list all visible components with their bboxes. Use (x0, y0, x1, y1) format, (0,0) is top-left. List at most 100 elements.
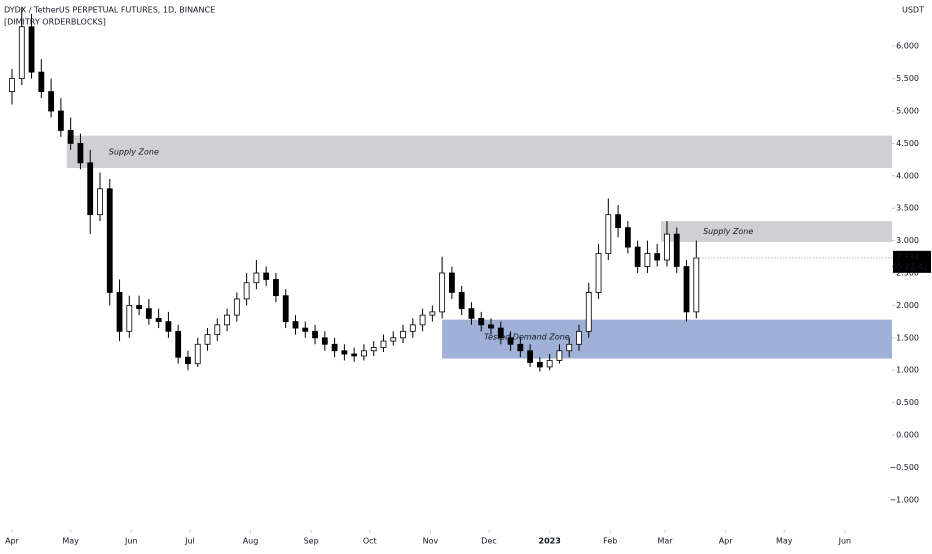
zone (66, 135, 892, 169)
candle-body (654, 253, 661, 261)
zone-label: Supply Zone (703, 227, 753, 236)
candle-body (155, 317, 162, 323)
candle-body (48, 91, 55, 112)
candle-body (165, 321, 172, 332)
chart-subtitle: [DIMITRY ORDERBLOCKS] (4, 18, 106, 27)
candle-body (126, 305, 133, 332)
candle-body (527, 350, 534, 363)
candle-body (312, 330, 318, 339)
candle-body (185, 356, 191, 365)
candle-body (458, 292, 465, 310)
y-tick-label: 3.000 (896, 236, 919, 245)
candle-body (478, 317, 485, 326)
candle-body (282, 295, 289, 323)
candle-body (566, 343, 573, 352)
candle-body (536, 362, 543, 368)
candle-body (361, 350, 367, 357)
candle-body (175, 330, 182, 358)
x-tick-label: Jul (184, 537, 195, 546)
candle-body (194, 343, 201, 365)
candle-body (67, 130, 74, 144)
y-tick-label: 2.500 (896, 269, 919, 278)
candle-body (595, 253, 602, 293)
candle-body (341, 350, 348, 355)
y-tick-label: −1.000 (889, 495, 919, 504)
candle-body (507, 337, 514, 345)
candle-body (214, 324, 221, 335)
y-tick-label: 3.500 (896, 204, 919, 213)
candle-body (243, 282, 250, 300)
y-tick-label: 6.000 (896, 42, 919, 51)
candle-body (263, 272, 270, 280)
countdown: 05:23:42 (892, 262, 928, 271)
candle-body (18, 26, 25, 80)
candle-body (136, 305, 142, 310)
x-tick-label: May (62, 537, 79, 546)
candle-body (87, 162, 94, 216)
candle-body (321, 337, 328, 345)
candle-body (409, 324, 416, 332)
zone-label: Tested Demand Zone (484, 333, 570, 342)
x-tick-label: Apr (5, 537, 20, 546)
candle-body (233, 298, 240, 316)
x-tick-label: Aug (243, 537, 259, 546)
candle-body (429, 311, 436, 316)
candle-body (9, 78, 15, 92)
x-tick-label: Oct (363, 537, 377, 546)
candle-body (253, 272, 260, 284)
y-tick-label: 0.000 (896, 431, 919, 440)
candle-body (390, 337, 397, 342)
candle-body (664, 233, 670, 261)
x-tick-label: Feb (603, 537, 617, 546)
y-tick-label: 5.500 (896, 74, 919, 83)
candle-body (615, 214, 621, 229)
candle-body (204, 334, 211, 345)
candle-body (57, 110, 64, 131)
candle-body (28, 26, 35, 73)
zone (661, 221, 892, 242)
y-tick-label: 1.000 (896, 366, 919, 375)
candle-body (370, 347, 377, 352)
x-tick-label: Apr (719, 537, 734, 546)
zone (442, 319, 892, 359)
currency: USDT (902, 6, 924, 15)
candle-body (585, 292, 592, 332)
x-tick-label: 2023 (539, 537, 561, 546)
y-tick-label: −0.500 (889, 463, 919, 472)
y-tick-label: 1.500 (896, 333, 919, 342)
x-tick-label: May (776, 537, 793, 546)
y-tick-label: 5.000 (896, 107, 919, 116)
candle-body (77, 143, 84, 164)
candle-body (449, 272, 455, 293)
x-tick-label: Nov (423, 537, 439, 546)
candle-body (468, 308, 475, 319)
zone-label: Supply Zone (109, 147, 159, 156)
candle-body (576, 330, 582, 345)
candle-body (302, 327, 309, 332)
candle-body (292, 321, 299, 329)
y-tick-label: 2.000 (896, 301, 919, 310)
candle-body (634, 246, 641, 267)
last-price: 2.734 (896, 252, 919, 261)
candle-body (38, 71, 45, 92)
candle-body (273, 279, 279, 297)
candle-body (693, 257, 700, 313)
x-tick-label: Jun (124, 537, 138, 546)
chart-title: DYDX / TetherUS PERPETUAL FUTURES, 1D, B… (4, 6, 215, 15)
candle-body (683, 266, 690, 313)
candle-body (439, 272, 446, 313)
candle-body (644, 253, 651, 267)
candle-body (380, 340, 387, 348)
candle-body (556, 350, 563, 361)
x-tick-label: Mar (657, 537, 673, 546)
candle-body (488, 324, 494, 329)
x-tick-label: Dec (481, 537, 496, 546)
y-tick-label: 4.000 (896, 171, 919, 180)
candle-body (400, 330, 406, 339)
candle-body (97, 188, 103, 216)
y-tick-label: 0.500 (896, 398, 919, 407)
candle-body (145, 308, 152, 319)
candle-body (351, 353, 358, 357)
candle-body (419, 314, 426, 326)
